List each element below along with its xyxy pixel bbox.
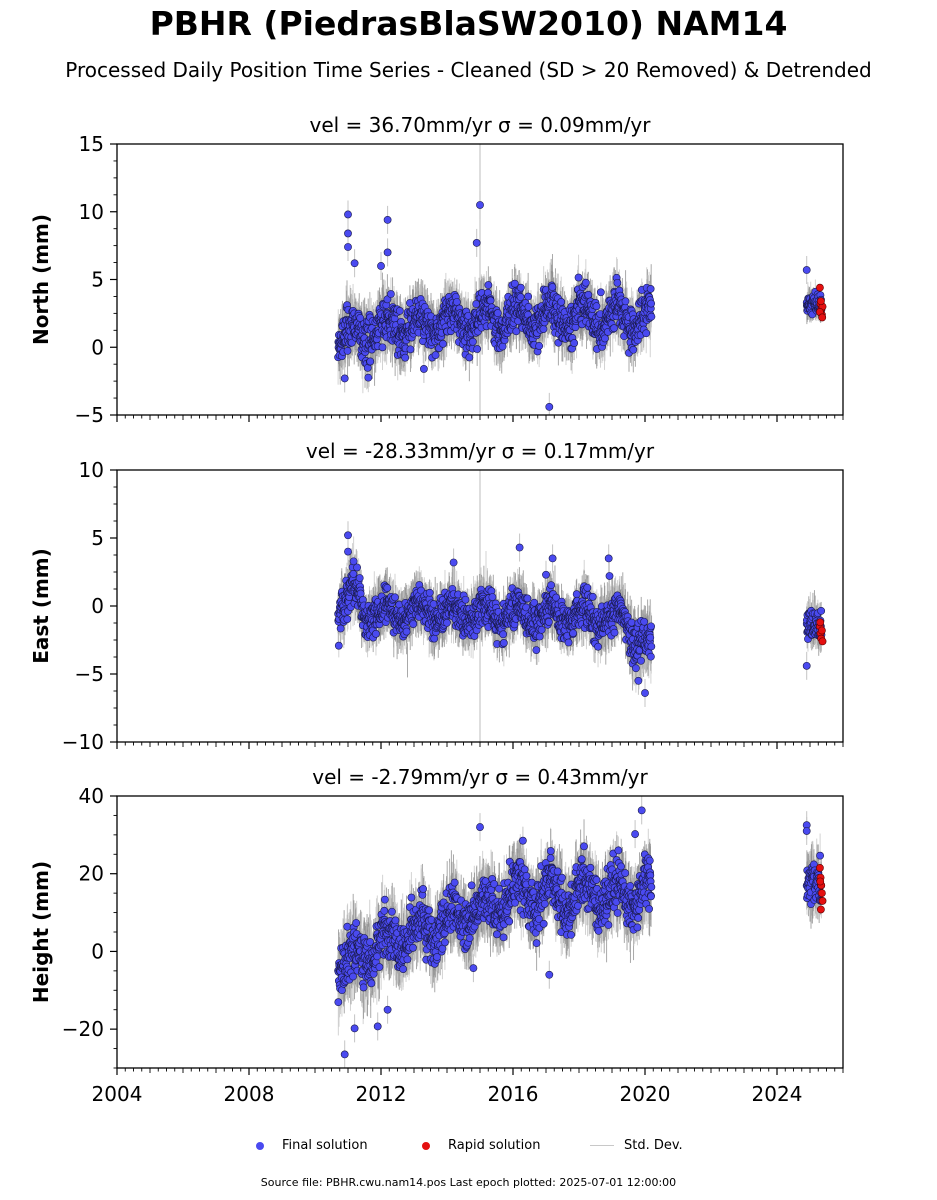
y-tick-label: 10 bbox=[79, 200, 104, 224]
rapid-point bbox=[816, 297, 825, 306]
final-point bbox=[510, 279, 519, 288]
final-point bbox=[613, 278, 622, 287]
final-point bbox=[642, 329, 651, 338]
final-point bbox=[484, 281, 493, 289]
rapid-point bbox=[818, 313, 827, 322]
final-point bbox=[395, 306, 404, 315]
final-point bbox=[401, 353, 410, 362]
final-point bbox=[468, 337, 477, 346]
final-outlier-point bbox=[472, 239, 481, 247]
final-point bbox=[581, 278, 590, 287]
y-tick-label: −5 bbox=[75, 403, 104, 427]
final-point bbox=[378, 343, 387, 352]
rapid-points bbox=[816, 283, 827, 322]
final-point bbox=[646, 285, 655, 293]
page-title: PBHR (PiedrasBlaSW2010) NAM14 bbox=[149, 4, 788, 43]
final-point bbox=[548, 283, 557, 291]
final-outlier-point bbox=[377, 262, 385, 270]
final-point bbox=[584, 290, 593, 299]
final-point bbox=[592, 302, 601, 311]
final-point bbox=[570, 339, 579, 347]
std-dev-bars bbox=[337, 144, 822, 415]
final-point bbox=[465, 353, 474, 362]
final-point bbox=[647, 299, 656, 308]
final-outlier-point bbox=[344, 243, 352, 251]
final-point bbox=[472, 300, 481, 308]
final-point bbox=[629, 345, 638, 354]
final-point bbox=[610, 324, 618, 333]
final-outlier-point bbox=[419, 365, 428, 373]
final-outlier-point bbox=[383, 248, 392, 257]
panel-title: vel = 36.70mm/yr σ = 0.09mm/yr bbox=[310, 113, 652, 137]
final-point bbox=[596, 288, 605, 297]
final-point bbox=[356, 314, 365, 322]
page-subtitle: Processed Daily Position Time Series - C… bbox=[65, 58, 872, 82]
final-points bbox=[334, 201, 826, 411]
panel-1: −5 0 5 10 15 vel = 36.70mm/yr σ = 0.09mm/yr No… bbox=[29, 113, 844, 427]
final-outlier-point bbox=[344, 210, 352, 219]
final-outlier-point bbox=[383, 215, 392, 224]
final-outlier-point bbox=[344, 229, 352, 238]
final-point bbox=[516, 293, 525, 301]
final-point bbox=[512, 327, 521, 336]
final-point bbox=[439, 339, 447, 348]
final-point bbox=[493, 309, 502, 318]
y-axis-label: North (mm) bbox=[29, 214, 53, 345]
final-point bbox=[473, 345, 482, 353]
final-point bbox=[557, 298, 566, 306]
final-point bbox=[364, 373, 373, 382]
final-point bbox=[431, 351, 440, 359]
final-point bbox=[516, 283, 525, 292]
final-outlier-point bbox=[340, 374, 349, 383]
final-point bbox=[387, 290, 395, 298]
final-outlier-point bbox=[350, 259, 359, 268]
final-point bbox=[524, 302, 533, 311]
final-point bbox=[621, 297, 630, 306]
final-point bbox=[486, 296, 495, 305]
final-outlier-point bbox=[476, 201, 484, 209]
final-point bbox=[539, 325, 548, 333]
y-tick-label: 15 bbox=[79, 132, 104, 156]
final-point bbox=[574, 273, 583, 282]
final-point bbox=[524, 292, 533, 301]
final-point bbox=[343, 346, 352, 355]
final-point bbox=[452, 298, 461, 306]
final-point bbox=[647, 312, 656, 321]
y-tick-label: 5 bbox=[91, 268, 104, 292]
rapid-point bbox=[816, 283, 824, 292]
final-outlier-point bbox=[802, 266, 811, 274]
final-point bbox=[406, 345, 415, 354]
y-tick-label: 0 bbox=[91, 335, 104, 359]
final-point bbox=[535, 342, 544, 350]
final-outlier-point bbox=[545, 402, 554, 411]
final-point bbox=[601, 334, 609, 343]
final-point bbox=[366, 357, 375, 366]
